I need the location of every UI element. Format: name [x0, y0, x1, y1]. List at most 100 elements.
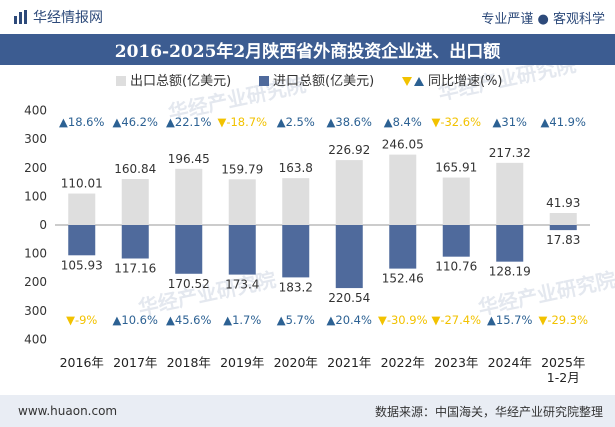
legend-down-icon [402, 77, 412, 86]
import-bar [68, 225, 96, 256]
y-tick-label: 400 [24, 332, 47, 346]
export-bar [68, 193, 96, 225]
import-value-label: 220.54 [328, 291, 370, 305]
x-tick-label: 2020年 [274, 355, 318, 370]
import-value-label: 105.93 [61, 258, 103, 272]
export-growth-label: ▲2.5% [277, 115, 315, 129]
import-growth-label: ▲45.6% [166, 313, 211, 327]
export-bar [389, 154, 417, 225]
top-bar: 华经情报网 专业严谨 ● 客观科学 [0, 0, 615, 34]
export-growth-label: ▲31% [493, 115, 527, 129]
x-tick-label: 2023年 [434, 355, 478, 370]
export-bar [549, 213, 577, 225]
import-value-label: 152.46 [382, 272, 424, 286]
brand-name: 华经情报网 [33, 10, 103, 26]
import-growth-label: ▲20.4% [327, 313, 372, 327]
export-value-label: 110.01 [61, 177, 103, 191]
export-growth-label: ▼-32.6% [431, 115, 481, 129]
export-bar [121, 178, 149, 225]
x-tick-label: 2016年 [60, 355, 104, 370]
export-growth-label: ▲38.6% [327, 115, 372, 129]
x-tick-label: 2021年 [327, 355, 371, 370]
data-source: 数据来源：中国海关，华经产业研究院整理 [374, 404, 603, 419]
export-growth-label: ▲18.6% [59, 115, 104, 129]
import-growth-label: ▲10.6% [113, 313, 158, 327]
import-value-label: 17.83 [546, 233, 580, 247]
import-growth-label: ▼-9% [66, 313, 97, 327]
export-growth-label: ▲22.1% [166, 115, 211, 129]
export-value-label: 159.79 [221, 162, 263, 176]
import-bar [442, 225, 470, 257]
export-value-label: 217.32 [489, 146, 531, 160]
website-link[interactable]: www.huaon.com [18, 404, 118, 418]
export-bar [335, 160, 363, 225]
import-value-label: 173.4 [225, 278, 259, 292]
x-tick-label: 2024年 [488, 355, 532, 370]
x-tick-label: 2019年 [220, 355, 264, 370]
export-value-label: 160.84 [114, 162, 156, 176]
legend-label-export: 出口总额(亿美元) [130, 74, 231, 89]
import-growth-label: ▲5.7% [277, 313, 315, 327]
y-tick-label: 400 [24, 104, 47, 118]
import-bar [389, 225, 417, 269]
import-bar [228, 225, 256, 275]
x-tick-label: 2022年 [381, 355, 425, 370]
brand[interactable]: 华经情报网 [14, 7, 103, 27]
import-bar [549, 225, 577, 231]
legend-swatch-export [116, 76, 126, 86]
export-bar [496, 162, 524, 225]
chart-title: 2016-2025年2月陕西省外商投资企业进、出口额 [0, 34, 615, 65]
import-bar [121, 225, 149, 259]
import-bar [335, 225, 363, 289]
export-value-label: 165.91 [435, 161, 477, 175]
import-growth-label: ▲1.7% [223, 313, 261, 327]
import-bar [282, 225, 310, 278]
export-bar [282, 178, 310, 225]
export-growth-label: ▼-18.7% [217, 115, 267, 129]
legend-swatch-import [259, 76, 269, 86]
import-value-label: 128.19 [489, 265, 531, 279]
legend-up-icon [414, 77, 424, 86]
y-tick-label: 0 [39, 218, 47, 232]
export-value-label: 246.05 [382, 138, 424, 152]
y-tick-label: 200 [24, 161, 47, 175]
import-value-label: 183.2 [279, 280, 313, 294]
export-growth-label: ▲8.4% [384, 115, 422, 129]
import-growth-label: ▲15.7% [487, 313, 532, 327]
import-growth-label: ▼-29.3% [538, 313, 588, 327]
export-growth-label: ▲41.9% [541, 115, 586, 129]
legend-label-growth: 同比增速(%) [428, 74, 503, 89]
export-bar [175, 168, 203, 225]
export-value-label: 196.45 [168, 152, 210, 166]
import-growth-label: ▼-30.9% [378, 313, 428, 327]
export-value-label: 226.92 [328, 143, 370, 157]
y-tick-label: 300 [24, 304, 47, 318]
export-growth-label: ▲46.2% [113, 115, 158, 129]
x-tick-label: 2018年 [167, 355, 211, 370]
import-bar [175, 225, 203, 274]
export-value-label: 163.8 [279, 161, 313, 175]
y-tick-label: 300 [24, 132, 47, 146]
watermark-text: 华经产业研究院 [136, 267, 278, 320]
import-growth-label: ▼-27.4% [431, 313, 481, 327]
y-tick-label: 100 [24, 189, 47, 203]
footer: www.huaon.com 数据来源：中国海关，华经产业研究院整理 [0, 395, 615, 427]
x-tick-label: 2025年 [541, 355, 585, 370]
y-tick-label: 100 [24, 247, 47, 261]
import-value-label: 110.76 [435, 260, 477, 274]
export-bar [228, 179, 256, 225]
y-tick-label: 200 [24, 275, 47, 289]
import-value-label: 170.52 [168, 277, 210, 291]
x-tick-label: 2017年 [113, 355, 157, 370]
legend: 出口总额(亿美元) 进口总额(亿美元) 同比增速(%) [116, 74, 503, 89]
brand-logo-icon [14, 10, 27, 24]
import-bar [496, 225, 524, 262]
x-tick-label: 1-2月 [547, 370, 580, 385]
export-bar [442, 177, 470, 225]
import-value-label: 117.16 [114, 262, 156, 276]
tagline: 专业严谨 ● 客观科学 [481, 11, 605, 27]
export-value-label: 41.93 [546, 196, 580, 210]
legend-label-import: 进口总额(亿美元) [273, 74, 374, 89]
